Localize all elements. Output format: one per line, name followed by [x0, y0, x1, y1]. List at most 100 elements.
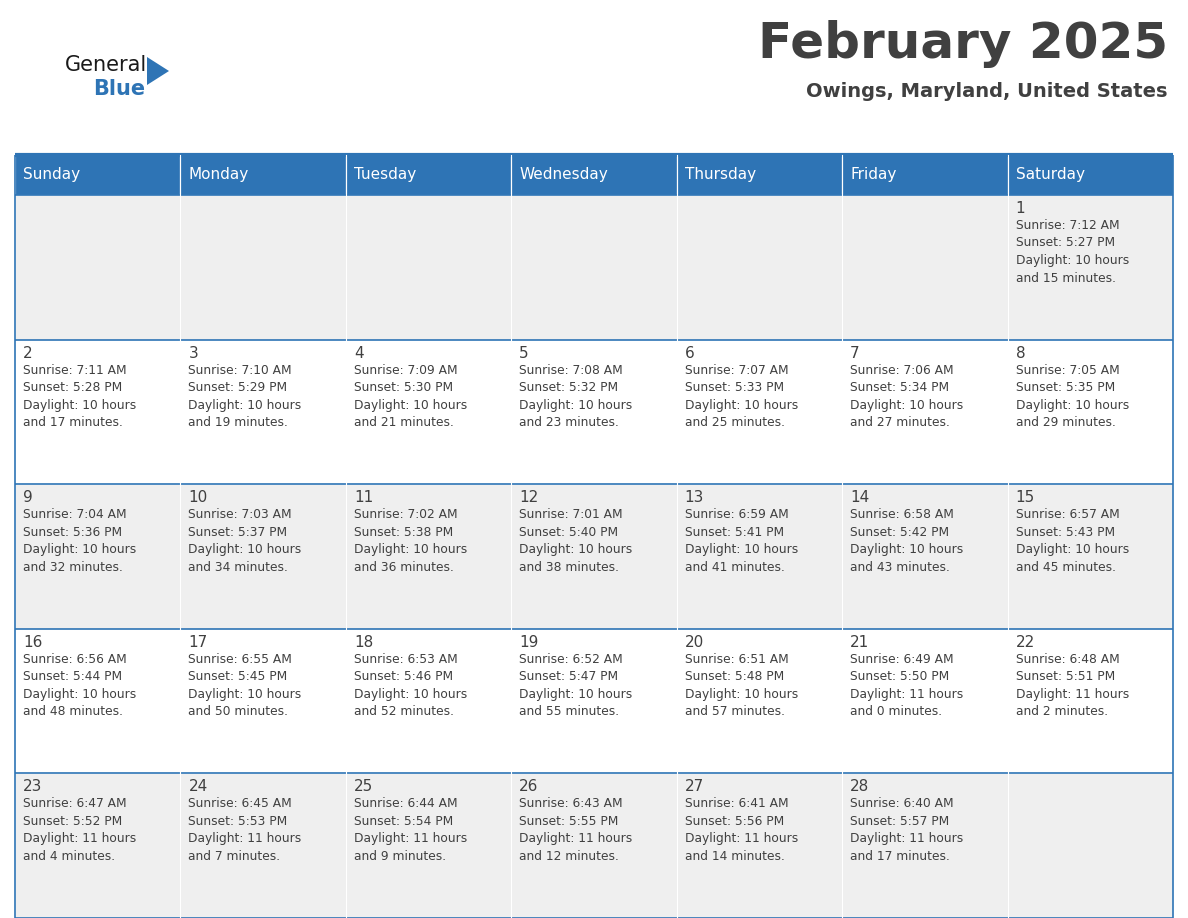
Bar — [346, 195, 511, 340]
Text: Thursday: Thursday — [684, 167, 756, 183]
Bar — [677, 484, 842, 629]
Bar — [677, 195, 842, 340]
Text: General: General — [65, 55, 147, 75]
Text: Sunrise: 6:59 AM
Sunset: 5:41 PM
Daylight: 10 hours
and 41 minutes.: Sunrise: 6:59 AM Sunset: 5:41 PM Dayligh… — [684, 509, 798, 574]
Bar — [842, 155, 1007, 195]
Text: 1: 1 — [1016, 201, 1025, 216]
Bar — [1007, 340, 1173, 484]
Bar — [677, 340, 842, 484]
Bar — [15, 773, 181, 918]
Text: Sunrise: 6:49 AM
Sunset: 5:50 PM
Daylight: 11 hours
and 0 minutes.: Sunrise: 6:49 AM Sunset: 5:50 PM Dayligh… — [851, 653, 963, 718]
Text: Sunrise: 7:11 AM
Sunset: 5:28 PM
Daylight: 10 hours
and 17 minutes.: Sunrise: 7:11 AM Sunset: 5:28 PM Dayligh… — [23, 364, 137, 429]
Text: 9: 9 — [23, 490, 33, 505]
Text: Sunrise: 6:52 AM
Sunset: 5:47 PM
Daylight: 10 hours
and 55 minutes.: Sunrise: 6:52 AM Sunset: 5:47 PM Dayligh… — [519, 653, 632, 718]
Text: Sunrise: 7:12 AM
Sunset: 5:27 PM
Daylight: 10 hours
and 15 minutes.: Sunrise: 7:12 AM Sunset: 5:27 PM Dayligh… — [1016, 219, 1129, 285]
Bar — [677, 155, 842, 195]
Bar — [181, 773, 346, 918]
Text: Sunrise: 7:10 AM
Sunset: 5:29 PM
Daylight: 10 hours
and 19 minutes.: Sunrise: 7:10 AM Sunset: 5:29 PM Dayligh… — [189, 364, 302, 429]
Bar — [511, 340, 677, 484]
Text: Sunrise: 6:44 AM
Sunset: 5:54 PM
Daylight: 11 hours
and 9 minutes.: Sunrise: 6:44 AM Sunset: 5:54 PM Dayligh… — [354, 798, 467, 863]
Bar — [15, 155, 181, 195]
Text: 6: 6 — [684, 345, 695, 361]
Text: 20: 20 — [684, 635, 704, 650]
Text: Sunrise: 7:06 AM
Sunset: 5:34 PM
Daylight: 10 hours
and 27 minutes.: Sunrise: 7:06 AM Sunset: 5:34 PM Dayligh… — [851, 364, 963, 429]
Text: 10: 10 — [189, 490, 208, 505]
Bar — [181, 484, 346, 629]
Text: 15: 15 — [1016, 490, 1035, 505]
Bar — [181, 629, 346, 773]
Bar — [15, 195, 181, 340]
Text: Sunrise: 6:40 AM
Sunset: 5:57 PM
Daylight: 11 hours
and 17 minutes.: Sunrise: 6:40 AM Sunset: 5:57 PM Dayligh… — [851, 798, 963, 863]
Text: Saturday: Saturday — [1016, 167, 1085, 183]
Text: Sunrise: 6:48 AM
Sunset: 5:51 PM
Daylight: 11 hours
and 2 minutes.: Sunrise: 6:48 AM Sunset: 5:51 PM Dayligh… — [1016, 653, 1129, 718]
Text: 17: 17 — [189, 635, 208, 650]
Text: Sunday: Sunday — [23, 167, 80, 183]
Text: Sunrise: 7:01 AM
Sunset: 5:40 PM
Daylight: 10 hours
and 38 minutes.: Sunrise: 7:01 AM Sunset: 5:40 PM Dayligh… — [519, 509, 632, 574]
Text: Friday: Friday — [851, 167, 897, 183]
Bar — [181, 195, 346, 340]
Bar — [1007, 484, 1173, 629]
Text: 24: 24 — [189, 779, 208, 794]
Bar — [346, 484, 511, 629]
Bar — [1007, 629, 1173, 773]
Text: Sunrise: 6:45 AM
Sunset: 5:53 PM
Daylight: 11 hours
and 7 minutes.: Sunrise: 6:45 AM Sunset: 5:53 PM Dayligh… — [189, 798, 302, 863]
Text: 2: 2 — [23, 345, 32, 361]
Bar — [1007, 155, 1173, 195]
Bar — [181, 155, 346, 195]
Text: Sunrise: 6:56 AM
Sunset: 5:44 PM
Daylight: 10 hours
and 48 minutes.: Sunrise: 6:56 AM Sunset: 5:44 PM Dayligh… — [23, 653, 137, 718]
Text: Wednesday: Wednesday — [519, 167, 608, 183]
Text: Monday: Monday — [189, 167, 248, 183]
Bar — [511, 195, 677, 340]
Text: 7: 7 — [851, 345, 860, 361]
Text: 21: 21 — [851, 635, 870, 650]
Text: Sunrise: 7:03 AM
Sunset: 5:37 PM
Daylight: 10 hours
and 34 minutes.: Sunrise: 7:03 AM Sunset: 5:37 PM Dayligh… — [189, 509, 302, 574]
Text: February 2025: February 2025 — [758, 20, 1168, 68]
Bar — [842, 340, 1007, 484]
Text: 22: 22 — [1016, 635, 1035, 650]
Text: Owings, Maryland, United States: Owings, Maryland, United States — [807, 82, 1168, 101]
Text: Sunrise: 7:05 AM
Sunset: 5:35 PM
Daylight: 10 hours
and 29 minutes.: Sunrise: 7:05 AM Sunset: 5:35 PM Dayligh… — [1016, 364, 1129, 429]
Polygon shape — [147, 57, 169, 85]
Text: Sunrise: 6:43 AM
Sunset: 5:55 PM
Daylight: 11 hours
and 12 minutes.: Sunrise: 6:43 AM Sunset: 5:55 PM Dayligh… — [519, 798, 632, 863]
Text: Sunrise: 6:57 AM
Sunset: 5:43 PM
Daylight: 10 hours
and 45 minutes.: Sunrise: 6:57 AM Sunset: 5:43 PM Dayligh… — [1016, 509, 1129, 574]
Bar — [511, 773, 677, 918]
Text: 25: 25 — [354, 779, 373, 794]
Text: 27: 27 — [684, 779, 704, 794]
Text: Sunrise: 7:02 AM
Sunset: 5:38 PM
Daylight: 10 hours
and 36 minutes.: Sunrise: 7:02 AM Sunset: 5:38 PM Dayligh… — [354, 509, 467, 574]
Bar — [15, 484, 181, 629]
Bar — [346, 629, 511, 773]
Bar — [677, 773, 842, 918]
Bar — [346, 340, 511, 484]
Text: Sunrise: 7:04 AM
Sunset: 5:36 PM
Daylight: 10 hours
and 32 minutes.: Sunrise: 7:04 AM Sunset: 5:36 PM Dayligh… — [23, 509, 137, 574]
Text: 12: 12 — [519, 490, 538, 505]
Bar — [181, 340, 346, 484]
Bar — [1007, 195, 1173, 340]
Text: 14: 14 — [851, 490, 870, 505]
Bar — [511, 484, 677, 629]
Text: Sunrise: 6:53 AM
Sunset: 5:46 PM
Daylight: 10 hours
and 52 minutes.: Sunrise: 6:53 AM Sunset: 5:46 PM Dayligh… — [354, 653, 467, 718]
Text: Sunrise: 6:55 AM
Sunset: 5:45 PM
Daylight: 10 hours
and 50 minutes.: Sunrise: 6:55 AM Sunset: 5:45 PM Dayligh… — [189, 653, 302, 718]
Text: Sunrise: 7:08 AM
Sunset: 5:32 PM
Daylight: 10 hours
and 23 minutes.: Sunrise: 7:08 AM Sunset: 5:32 PM Dayligh… — [519, 364, 632, 429]
Text: Sunrise: 7:09 AM
Sunset: 5:30 PM
Daylight: 10 hours
and 21 minutes.: Sunrise: 7:09 AM Sunset: 5:30 PM Dayligh… — [354, 364, 467, 429]
Text: 28: 28 — [851, 779, 870, 794]
Text: 26: 26 — [519, 779, 538, 794]
Bar — [511, 155, 677, 195]
Text: 13: 13 — [684, 490, 704, 505]
Text: 8: 8 — [1016, 345, 1025, 361]
Text: 16: 16 — [23, 635, 43, 650]
Bar — [15, 340, 181, 484]
Text: Sunrise: 6:58 AM
Sunset: 5:42 PM
Daylight: 10 hours
and 43 minutes.: Sunrise: 6:58 AM Sunset: 5:42 PM Dayligh… — [851, 509, 963, 574]
Text: Sunrise: 7:07 AM
Sunset: 5:33 PM
Daylight: 10 hours
and 25 minutes.: Sunrise: 7:07 AM Sunset: 5:33 PM Dayligh… — [684, 364, 798, 429]
Bar — [842, 629, 1007, 773]
Text: 5: 5 — [519, 345, 529, 361]
Bar — [511, 629, 677, 773]
Text: 23: 23 — [23, 779, 43, 794]
Bar — [346, 155, 511, 195]
Bar — [842, 195, 1007, 340]
Bar — [346, 773, 511, 918]
Bar — [842, 773, 1007, 918]
Text: 4: 4 — [354, 345, 364, 361]
Text: Tuesday: Tuesday — [354, 167, 416, 183]
Text: 19: 19 — [519, 635, 538, 650]
Bar — [842, 484, 1007, 629]
